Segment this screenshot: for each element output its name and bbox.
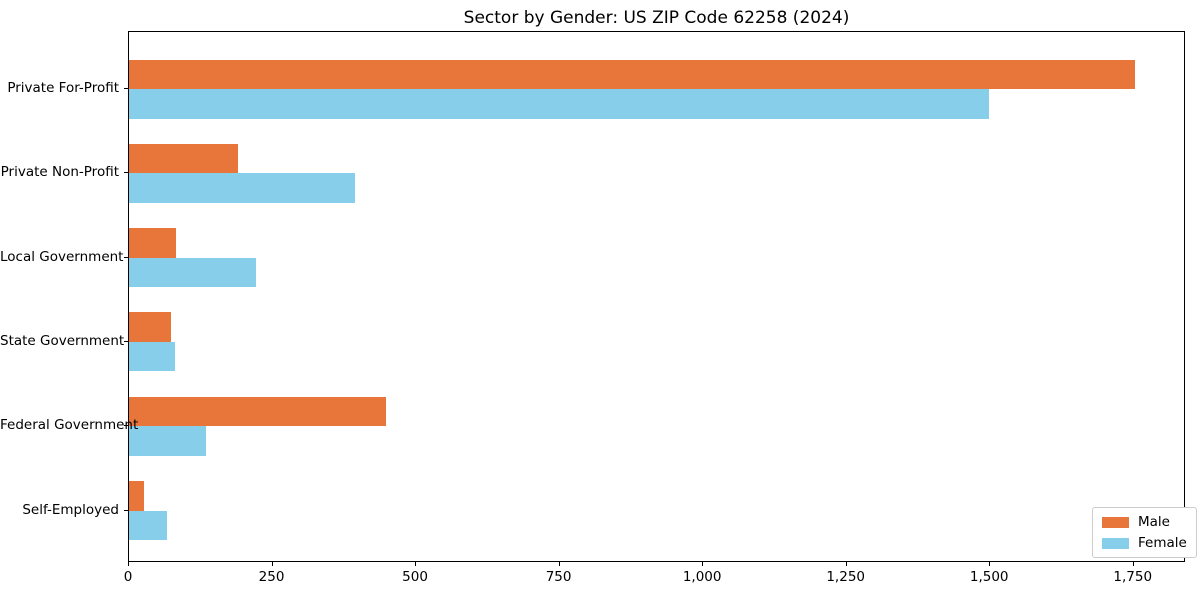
legend-item-female: Female: [1102, 535, 1187, 551]
y-axis-category-label: State Government: [0, 332, 125, 349]
x-axis-tick-label: 1,500: [969, 569, 1009, 585]
x-tick-mark: [128, 562, 129, 566]
y-tick-mark: [124, 172, 128, 174]
y-axis-category-label: Local Government: [0, 248, 124, 265]
x-tick-mark: [558, 562, 560, 566]
bar-male-federal-government: [129, 396, 387, 427]
x-tick-mark: [271, 562, 273, 566]
y-tick-mark: [124, 509, 128, 511]
y-tick-mark: [124, 256, 128, 258]
x-axis-tick-label: 1,750: [1113, 569, 1153, 585]
bar-female-local-government: [129, 257, 256, 288]
legend-label-female: Female: [1138, 535, 1187, 551]
bar-male-local-government: [129, 228, 176, 258]
plot-area: [128, 31, 1185, 562]
y-axis-category-label: Private For-Profit: [7, 80, 119, 96]
bar-male-self-employed: [129, 481, 144, 511]
female-series-swatch: [1102, 537, 1129, 549]
legend-label-male: Male: [1138, 514, 1170, 530]
y-tick-mark: [124, 425, 128, 427]
y-tick-mark: [124, 88, 128, 89]
bar-male-private-non-profit: [129, 143, 239, 174]
bar-male-state-government: [129, 312, 172, 342]
bar-female-federal-government: [129, 426, 206, 456]
x-axis-tick-label: 1,250: [826, 569, 865, 585]
legend-item-male: Male: [1102, 514, 1187, 530]
x-tick-mark: [702, 562, 704, 566]
chart-title: Sector by Gender: US ZIP Code 62258 (202…: [463, 8, 850, 28]
bar-female-state-government: [129, 341, 175, 372]
y-axis-category-label: Self-Employed: [22, 501, 119, 518]
legend: Male Female: [1092, 507, 1197, 558]
x-tick-mark: [989, 562, 991, 566]
y-tick-mark: [124, 340, 128, 342]
bar-female-private-non-profit: [129, 173, 356, 203]
y-axis-category-label: Private Non-Profit: [0, 164, 119, 181]
x-axis-tick-label: 250: [258, 569, 285, 585]
x-axis-tick-label: 0: [123, 569, 133, 585]
x-tick-mark: [1132, 562, 1134, 566]
x-axis-tick-label: 1,000: [682, 569, 722, 585]
x-axis-tick-label: 500: [402, 569, 428, 585]
bar-female-private-for-profit: [129, 89, 990, 119]
x-tick-mark: [845, 562, 847, 566]
male-series-swatch: [1102, 516, 1129, 528]
y-axis-category-label: Federal Government: [0, 417, 139, 434]
x-axis-tick-label: 750: [545, 569, 572, 585]
x-tick-mark: [415, 562, 417, 566]
bar-female-self-employed: [129, 510, 167, 540]
bar-male-private-for-profit: [129, 59, 1136, 89]
